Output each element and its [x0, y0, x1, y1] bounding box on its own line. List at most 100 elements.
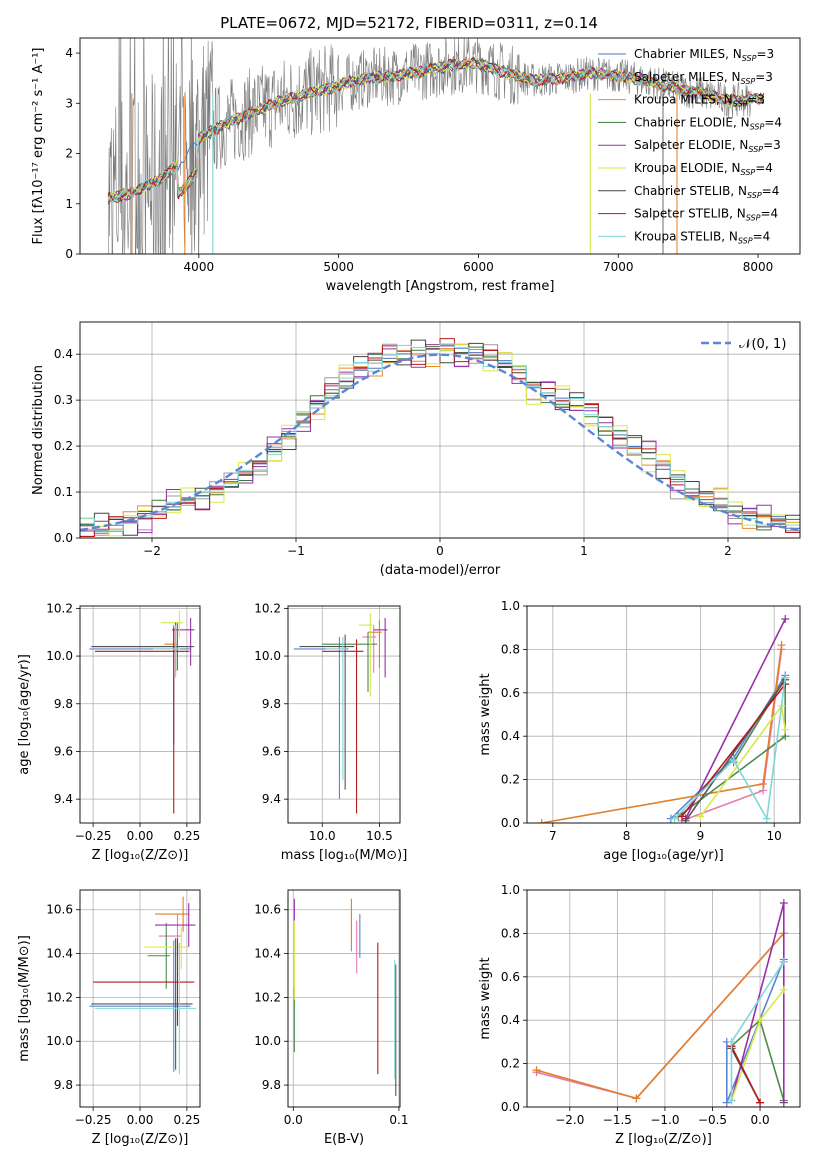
panel-2: −2 −1 0 1 2 0.0 0.1 0.2 0.3 0.4 (data-model)/error… — [31, 321, 801, 578]
x-tick-label: 8 — [623, 829, 631, 843]
legend-label: Chabrier STELIB, N — [634, 184, 747, 198]
mass-weight-marker — [670, 814, 679, 823]
y-tick-label: 10.4 — [254, 947, 281, 961]
panel-7: 0.0 0.1 9.8 10.0 10.2 10.4 10.6 E(B-V) — [254, 889, 408, 1147]
legend-suffix: =3 — [763, 138, 781, 152]
y-tick-label: 10.2 — [254, 601, 281, 615]
y-tick-label: 0.6 — [501, 970, 520, 984]
y-tick-label: 9.8 — [54, 697, 73, 711]
mass-weight-marker — [727, 1037, 736, 1046]
x-tick-label: 6000 — [463, 260, 494, 274]
x-tick-label: 0.1 — [389, 1113, 408, 1127]
legend-suffix: =3 — [756, 47, 774, 61]
mass-weight-line — [536, 932, 785, 1100]
mass-weight-marker — [762, 814, 771, 823]
grid — [527, 605, 800, 824]
y-tick-label: 0 — [65, 247, 73, 261]
y-tick-label: 0.8 — [501, 642, 520, 656]
y-axis-label: Flux [fλ10⁻¹⁷ erg cm⁻² s⁻¹ A⁻¹] — [31, 48, 46, 245]
legend-subscript: SSP — [742, 54, 757, 63]
legend-entry: Kroupa STELIB, NSSP=4 — [634, 229, 770, 245]
legend-entry: Chabrier ELODIE, NSSP=4 — [634, 115, 782, 131]
x-axis-label: Z [log₁₀(Z/Z⊙)] — [92, 848, 189, 863]
axes-frame — [79, 889, 201, 1108]
x-tick-label: 10.5 — [366, 829, 393, 843]
mass-weight-line — [725, 959, 785, 1103]
x-axis-label: E(B-V) — [324, 1132, 364, 1147]
y-tick-label: 1.0 — [501, 599, 520, 613]
legend-suffix: =4 — [755, 161, 773, 175]
x-tick-label: −0.5 — [698, 1113, 727, 1127]
legend-label: Chabrier MILES, N — [634, 47, 742, 61]
model-spectrum-line — [107, 57, 765, 203]
y-tick-label: 1.0 — [501, 883, 520, 897]
mass-weight-line — [684, 679, 786, 822]
mass-weight-marker — [779, 1098, 788, 1107]
plot-area — [532, 899, 788, 1107]
x-tick-label: 5000 — [323, 260, 354, 274]
mass-weight-marker — [696, 812, 705, 821]
x-axis-label: age [log₁₀(age/yr)] — [603, 848, 724, 863]
mass-weight-marker — [759, 779, 768, 788]
y-tick-label: 9.6 — [262, 744, 281, 758]
y-tick-label: 10.6 — [46, 903, 73, 917]
y-tick-label: 9.4 — [54, 792, 73, 806]
y-tick-label: 0.3 — [54, 393, 73, 407]
mass-weight-line — [674, 677, 786, 822]
x-tick-label: −0.25 — [75, 1113, 112, 1127]
y-tick-label: 0.0 — [501, 816, 520, 830]
mass-weight-marker — [632, 1094, 641, 1103]
y-axis-label: mass weight — [478, 957, 493, 1039]
legend-entry: 𝒩(0, 1) — [739, 337, 786, 352]
plot-area — [293, 898, 397, 1097]
axes-frame — [526, 889, 801, 1108]
axes-frame — [79, 321, 801, 539]
y-tick-label: 10.0 — [254, 1034, 281, 1048]
x-tick-label: 7000 — [603, 260, 634, 274]
y-tick-label: 0.0 — [501, 1100, 520, 1114]
y-tick-label: 0.8 — [501, 926, 520, 940]
x-tick-label: 4000 — [184, 260, 215, 274]
mass-weight-marker — [756, 1098, 765, 1107]
y-tick-label: 10.0 — [254, 649, 281, 663]
legend-suffix: =4 — [760, 207, 778, 221]
legend-entry: Chabrier STELIB, NSSP=4 — [634, 184, 779, 200]
y-tick-label: 0.4 — [54, 347, 73, 361]
legend-label: Salpeter STELIB, N — [634, 207, 746, 221]
legend-subscript: SSP — [741, 168, 756, 177]
x-tick-label: 10.0 — [309, 829, 336, 843]
plot-area — [89, 610, 195, 814]
x-axis-label: mass [log₁₀(M/M⊙)] — [281, 848, 408, 863]
y-axis-label: age [log₁₀(age/yr)] — [17, 654, 32, 775]
legend-entry: Salpeter ELODIE, NSSP=3 — [634, 138, 781, 154]
x-tick-label: 0.25 — [174, 829, 201, 843]
panel-5: 7 8 9 10 0.0 0.2 0.4 0.6 0.8 1.0 age [log₁₀(age/yr… — [478, 599, 801, 863]
x-tick-label: −1.0 — [650, 1113, 679, 1127]
legend-entry: Kroupa MILES, NSSP=3 — [634, 93, 765, 109]
legend-subscript: SSP — [746, 214, 761, 223]
y-tick-label: 0.2 — [501, 773, 520, 787]
x-tick-label: 0 — [436, 544, 444, 558]
plot-area — [80, 338, 800, 537]
x-tick-label: 9 — [697, 829, 705, 843]
x-axis-label: Z [log₁₀(Z/Z⊙)] — [615, 1132, 712, 1147]
x-tick-label: 0.00 — [127, 829, 154, 843]
y-tick-label: 4 — [65, 46, 73, 60]
x-tick-label: −0.25 — [75, 829, 112, 843]
legend-suffix: =4 — [753, 229, 771, 243]
plot-area — [89, 896, 197, 1075]
y-tick-label: 9.8 — [262, 697, 281, 711]
y-axis-label: Normed distribution — [31, 365, 46, 495]
panel-4: 10.0 10.5 9.4 9.6 9.8 10.0 10.2 mass [log₁₀(M/M… — [254, 601, 407, 863]
legend-label: Salpeter ELODIE, N — [634, 138, 748, 152]
mass-weight-marker — [779, 899, 788, 908]
plot-area — [107, 38, 765, 254]
mass-weight-marker — [727, 1096, 736, 1105]
mass-weight-marker — [722, 1098, 731, 1107]
legend-subscript: SSP — [748, 145, 763, 154]
mass-weight-marker — [537, 819, 546, 823]
y-tick-label: 10.2 — [46, 990, 73, 1004]
legend-subscript: SSP — [750, 122, 765, 131]
legend-label: Kroupa MILES, N — [634, 93, 733, 107]
